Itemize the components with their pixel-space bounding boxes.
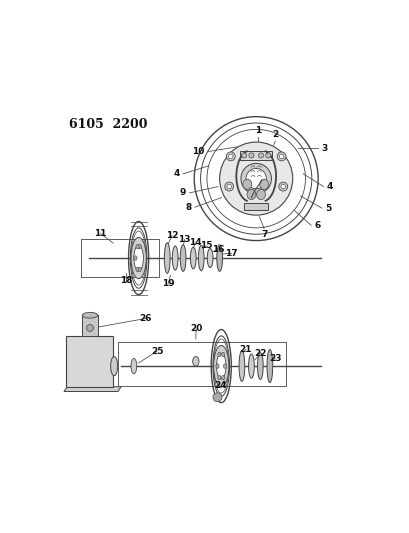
Text: 19: 19 [162,279,174,288]
Ellipse shape [86,325,93,332]
Circle shape [228,154,232,159]
Ellipse shape [192,357,198,366]
Ellipse shape [131,359,136,374]
Text: 10: 10 [192,147,204,156]
Circle shape [278,182,287,191]
Text: 16: 16 [212,245,225,254]
Ellipse shape [180,245,186,271]
Circle shape [276,152,285,161]
Circle shape [245,168,266,189]
Ellipse shape [133,256,137,260]
Ellipse shape [207,248,212,268]
Text: 18: 18 [119,276,132,285]
Text: 21: 21 [239,345,252,354]
Text: 3: 3 [321,144,327,153]
Text: 7: 7 [260,230,267,239]
Ellipse shape [172,246,178,270]
Ellipse shape [216,353,225,379]
Text: 2: 2 [272,130,278,139]
Ellipse shape [242,179,251,189]
Text: 9: 9 [180,188,186,197]
Text: 8: 8 [185,203,191,212]
Circle shape [212,393,221,402]
Ellipse shape [215,364,218,368]
Ellipse shape [217,352,220,357]
Circle shape [265,153,270,158]
Text: 11: 11 [94,229,106,238]
Text: 15: 15 [200,241,212,251]
Circle shape [258,153,263,158]
Ellipse shape [82,312,97,318]
Text: 5: 5 [324,204,330,213]
Circle shape [219,142,292,215]
Ellipse shape [257,353,263,379]
Ellipse shape [138,245,141,249]
Circle shape [248,153,253,158]
FancyBboxPatch shape [240,151,272,160]
Ellipse shape [190,247,196,269]
Text: 1: 1 [254,126,260,135]
Ellipse shape [223,364,226,368]
Text: 26: 26 [139,314,152,323]
Circle shape [279,154,283,159]
Circle shape [227,184,231,189]
Text: 13: 13 [178,235,191,244]
Ellipse shape [164,243,170,273]
Ellipse shape [216,245,222,271]
Text: 6105  2200: 6105 2200 [69,118,147,131]
Text: 4: 4 [173,169,180,179]
Ellipse shape [138,267,141,272]
Ellipse shape [136,245,139,249]
Circle shape [280,184,285,189]
Ellipse shape [266,350,272,383]
Polygon shape [65,336,113,387]
Text: 20: 20 [189,325,202,334]
Ellipse shape [134,245,143,271]
Text: 14: 14 [189,238,201,247]
Text: 12: 12 [165,231,178,240]
FancyBboxPatch shape [243,203,267,211]
Ellipse shape [213,345,228,387]
Text: 22: 22 [254,349,267,358]
Ellipse shape [221,375,224,380]
Text: 4: 4 [326,182,332,191]
Circle shape [241,153,246,158]
Ellipse shape [248,354,254,378]
Ellipse shape [217,375,220,380]
Ellipse shape [256,189,265,199]
Ellipse shape [198,245,204,271]
Text: 25: 25 [151,346,163,356]
FancyBboxPatch shape [82,315,97,336]
Ellipse shape [221,352,224,357]
Ellipse shape [238,351,244,381]
Text: 6: 6 [314,221,320,230]
Text: 23: 23 [268,353,281,362]
Ellipse shape [246,189,255,199]
Circle shape [240,163,271,194]
Circle shape [224,182,233,191]
Text: 24: 24 [213,381,226,390]
Ellipse shape [136,267,139,272]
Ellipse shape [110,357,117,376]
Ellipse shape [131,237,146,279]
Polygon shape [64,387,121,392]
Ellipse shape [259,179,268,189]
Text: 17: 17 [225,249,238,258]
Circle shape [226,152,235,161]
